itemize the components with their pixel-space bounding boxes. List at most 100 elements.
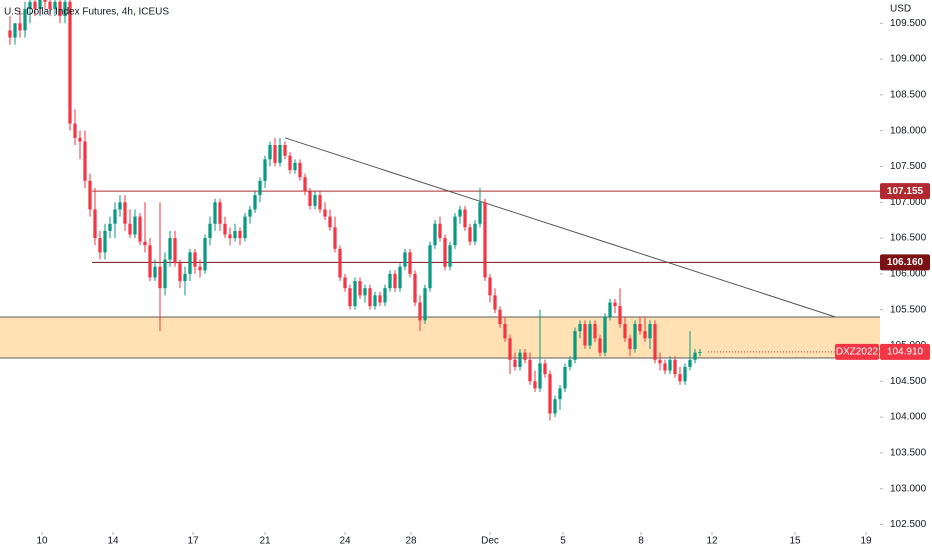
candle-body (163, 259, 167, 289)
candle-body (138, 216, 142, 242)
candle-body (193, 252, 197, 267)
candle-body (198, 266, 202, 271)
candle-body (413, 273, 417, 303)
candle-body (338, 248, 342, 278)
x-tick-label: 24 (339, 536, 351, 547)
candle-body (498, 309, 502, 324)
y-tick-label: 106.000 (890, 269, 927, 280)
symbol-box (835, 343, 879, 360)
candle-body (593, 323, 597, 339)
candle-body (473, 223, 477, 242)
candle-body (648, 323, 652, 339)
candle-body (333, 227, 337, 249)
candle-body (278, 144, 282, 163)
candle-body (128, 223, 132, 235)
x-tick-label: 14 (107, 536, 119, 547)
candle-body (438, 223, 442, 239)
y-tick-label: 103.500 (890, 448, 927, 459)
candle-body (448, 245, 452, 267)
candle-body (68, 1, 72, 124)
candle-body (468, 227, 472, 242)
candle-body (653, 323, 657, 360)
candle-body (173, 238, 177, 264)
candle-body (253, 195, 257, 210)
candle-body (658, 359, 662, 364)
candle-body (688, 359, 692, 367)
candle-body (178, 263, 182, 282)
candle-body (603, 316, 607, 353)
candle-body (668, 359, 672, 371)
currency-label: USD (890, 4, 911, 15)
candle-body (683, 366, 687, 382)
y-tick-label: 109.000 (890, 54, 927, 65)
candle-body (8, 30, 12, 38)
candle-body (573, 331, 577, 360)
candle-body (493, 295, 497, 310)
symbol-label: DXZ2022 (836, 347, 879, 358)
y-tick-label: 104.000 (890, 412, 927, 423)
y-tick-label: 103.000 (890, 483, 927, 494)
candle-body (568, 359, 572, 367)
candle-body (228, 234, 232, 239)
candle-body (158, 266, 162, 289)
candle-body (678, 374, 682, 382)
candle-body (393, 273, 397, 289)
support-zone (0, 316, 880, 359)
candle-body (363, 288, 367, 296)
candle-body (13, 23, 17, 38)
candle-body (133, 216, 137, 235)
candle-body (123, 202, 127, 224)
candle-body (518, 352, 522, 367)
x-tick-label: 5 (560, 536, 566, 547)
y-tick-label: 107.500 (890, 161, 927, 172)
y-tick-label: 108.500 (890, 90, 927, 101)
candle-body (313, 195, 317, 206)
candle-body (223, 223, 227, 235)
candle-body (533, 381, 537, 389)
candle-body (618, 306, 622, 324)
candle-body (378, 295, 382, 303)
x-tick-label: 12 (706, 536, 718, 547)
candle-body (28, 1, 32, 9)
candle-body (33, 1, 37, 9)
y-tick-label: 109.500 (890, 18, 927, 29)
candle-body (38, 0, 42, 9)
candle-body (598, 338, 602, 353)
candle-body (548, 374, 552, 414)
candle-body (403, 252, 407, 267)
candle-body (233, 230, 237, 239)
y-tick-label: 107.000 (890, 197, 927, 208)
candle-body (528, 359, 532, 382)
candle-body (583, 323, 587, 346)
candle-body (423, 288, 427, 321)
candle-body (108, 223, 112, 231)
candle-body (538, 363, 542, 389)
level-label: 106.160 (887, 257, 924, 268)
candle-body (303, 177, 307, 192)
candle-body (488, 277, 492, 296)
candle-body (103, 230, 107, 253)
candle-body (188, 252, 192, 274)
candle-body (453, 216, 457, 246)
x-tick-label: 10 (36, 536, 48, 547)
candle-body (238, 230, 242, 239)
plot-area (0, 0, 880, 421)
candle-body (73, 123, 77, 138)
candle-body (443, 238, 447, 267)
candle-body (98, 238, 102, 253)
candle-body (153, 266, 157, 278)
candle-body (543, 363, 547, 375)
candle-body (458, 209, 462, 217)
x-tick-label: 21 (259, 536, 271, 547)
candle-body (93, 209, 97, 239)
candle-body (638, 323, 642, 332)
candle-body (283, 144, 287, 156)
candle-body (168, 238, 172, 260)
candle-body (218, 202, 222, 224)
candle-body (183, 273, 187, 282)
candle-body (353, 281, 357, 307)
candle-body (368, 288, 372, 307)
candle-body (273, 144, 277, 163)
